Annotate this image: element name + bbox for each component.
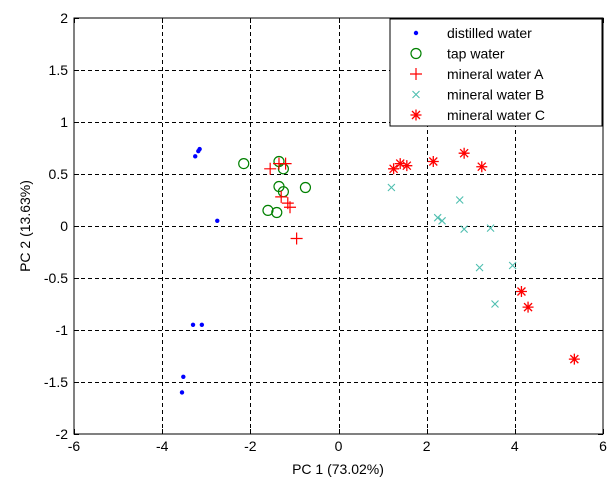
legend-label-2: tap water xyxy=(447,46,505,62)
legend-label-5: mineral water C xyxy=(447,107,545,123)
data-point-series-4 xyxy=(460,225,469,234)
data-point-series-3 xyxy=(290,232,303,245)
y-tick-label: 1.5 xyxy=(49,62,69,78)
legend-marker-1 xyxy=(413,30,419,36)
y-tick-label: -2 xyxy=(56,426,69,442)
legend-marker-2 xyxy=(410,47,422,60)
x-tick-label: 4 xyxy=(511,438,519,454)
legend: distilled water tap water mineral water A m… xyxy=(389,18,603,127)
legend-marker-5 xyxy=(410,109,422,121)
y-tick-label: -0.5 xyxy=(44,270,68,286)
x-tick-label: 2 xyxy=(423,438,431,454)
data-point-series-5 xyxy=(427,156,439,168)
legend-marker-4 xyxy=(412,90,420,99)
data-point-series-5 xyxy=(568,353,580,365)
data-point-series-5 xyxy=(476,161,488,173)
grid-lines xyxy=(74,18,603,434)
data-point-series-5 xyxy=(458,147,470,159)
data-point-series-4 xyxy=(508,261,517,270)
legend-label-4: mineral water B xyxy=(447,87,544,103)
data-point-series-4 xyxy=(475,263,484,272)
y-axis-label: PC 2 (13.63%) xyxy=(17,180,33,272)
y-tick-label: 0 xyxy=(60,218,68,234)
data-point-series-5 xyxy=(515,286,527,298)
x-tick-label: -6 xyxy=(68,438,81,454)
data-point-series-4 xyxy=(455,196,464,204)
x-axis-label: PC 1 (73.02%) xyxy=(292,461,384,477)
data-point-series-4 xyxy=(438,216,446,225)
data-point-series-2 xyxy=(262,204,274,216)
legend-marker-3 xyxy=(410,68,422,80)
y-tick-label: -1.5 xyxy=(44,374,68,390)
y-tick-label: -1 xyxy=(56,322,69,338)
x-tick-label: -2 xyxy=(244,438,257,454)
data-point-series-1 xyxy=(179,390,185,395)
legend-label-3: mineral water A xyxy=(447,66,544,82)
legend-box xyxy=(389,18,603,127)
data-point-series-4 xyxy=(387,183,396,192)
data-points xyxy=(179,146,580,395)
legend-label-1: distilled water xyxy=(447,25,532,41)
data-point-series-4 xyxy=(491,300,499,308)
data-point-series-4 xyxy=(486,224,495,232)
data-point-series-4 xyxy=(433,213,442,222)
x-tick-label: 0 xyxy=(335,438,343,454)
y-tick-label: 0.5 xyxy=(49,166,69,182)
data-point-series-2 xyxy=(238,158,250,170)
data-point-series-1 xyxy=(190,322,196,327)
data-point-series-3 xyxy=(284,201,297,214)
data-point-series-2 xyxy=(271,206,283,219)
y-tick-label: 1 xyxy=(60,114,68,130)
data-point-series-1 xyxy=(181,374,186,379)
data-point-series-2 xyxy=(299,181,312,194)
data-point-series-1 xyxy=(193,154,198,159)
x-tick-label: 6 xyxy=(599,438,607,454)
data-point-series-5 xyxy=(522,301,534,313)
data-point-series-3 xyxy=(279,157,292,170)
data-point-series-3 xyxy=(275,190,288,203)
y-tick-label: 2 xyxy=(60,10,68,26)
data-point-series-3 xyxy=(264,162,277,175)
data-point-series-5 xyxy=(401,160,413,172)
data-point-series-5 xyxy=(394,158,406,170)
data-point-series-1 xyxy=(215,218,220,223)
data-point-series-1 xyxy=(199,322,205,327)
x-tick-label: -4 xyxy=(156,438,169,454)
data-point-series-5 xyxy=(388,163,400,175)
data-point-series-1 xyxy=(197,146,202,152)
